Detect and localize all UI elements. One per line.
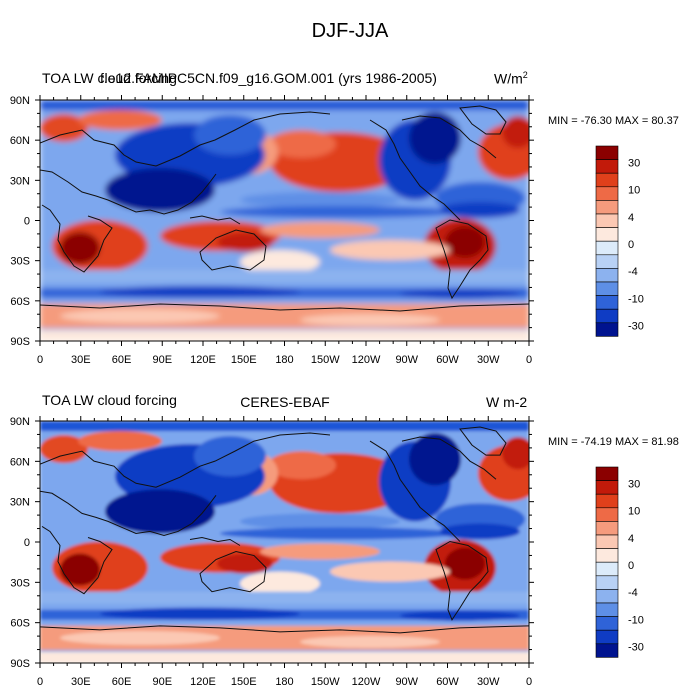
panel-2-colorbar-label: 30 [628, 478, 640, 490]
panel-1-lon-label: 0 [37, 354, 43, 366]
panel-2-lon-label: 150E [231, 676, 257, 688]
colorbar-segment [595, 159, 619, 174]
panel-1-lon-label: 60W [436, 354, 459, 366]
colorbar-segment [595, 281, 619, 296]
panel-1-lon-label: 90W [395, 354, 418, 366]
colorbar-segment [595, 308, 619, 324]
colorbar-segment [595, 145, 619, 160]
colorbar-segment [595, 322, 619, 337]
panel-1-colorbar-label: 30 [628, 157, 640, 169]
colorbar-segment [595, 254, 619, 269]
panel-1-lon-label: 120E [190, 354, 216, 366]
colorbar-segment [595, 268, 619, 283]
panel-1-lon-label: 150E [231, 354, 257, 366]
panel-2-lon-label: 90W [395, 676, 418, 688]
colorbar-segment [595, 548, 619, 563]
panel-1-lat-label: 30N [10, 175, 30, 187]
colorbar-segment [595, 493, 619, 509]
panel-1-lat-label: 90S [10, 336, 30, 348]
panel-2-left-title: TOA LW cloud forcing [42, 392, 177, 408]
panel-1-colorbar-label: 0 [628, 239, 634, 251]
panel-2-lon-label: 180 [275, 676, 293, 688]
panel-1-colorbar-label: -30 [628, 321, 644, 333]
panel-2-lon-label: 0 [37, 676, 43, 688]
colorbar-segment [595, 521, 619, 536]
panel-2-lon-label: 60W [436, 676, 459, 688]
panel-2-lat-label: 90N [10, 416, 30, 428]
colorbar-segment [595, 466, 619, 481]
colorbar-segment [595, 295, 619, 310]
panel-2-min-max: MIN = -74.19 MAX = 81.98 [548, 436, 679, 448]
colorbar-segment [595, 602, 619, 617]
colorbar-segment [595, 507, 619, 522]
panel-1-left-title: TOA LW cloud forcing [42, 70, 177, 86]
panel-2-center-title: CERES-EBAF [240, 394, 330, 410]
panel-2-lat-label: 90S [10, 658, 30, 670]
panel-2-units: W m-2 [486, 394, 528, 410]
panel-1-colorbar: 30 10 4 0 -4 -10 -30 [595, 145, 644, 337]
panel-1-colorbar-label: 10 [628, 185, 640, 197]
panel-2-lon-label: 150W [311, 676, 340, 688]
panel-1-colorbar-label: -4 [628, 266, 638, 278]
colorbar-segment [595, 480, 619, 495]
panel-1-lat-label: 60S [10, 296, 30, 308]
panel-1-lon-label: 30E [71, 354, 91, 366]
colorbar-segment [595, 172, 619, 188]
panel-2-lon-label: 120W [352, 676, 381, 688]
colorbar-segment [595, 561, 619, 577]
panel-1-colorbar-label: -10 [628, 293, 644, 305]
colorbar-segment [595, 629, 619, 645]
figure-title: DJF-JJA [311, 20, 389, 42]
panel-2-lon-label: 90E [152, 676, 172, 688]
panel-2-lon-label: 60E [112, 676, 132, 688]
panel-2-colorbar-label: -4 [628, 587, 638, 599]
colorbar-segment [595, 534, 619, 549]
panel-1-lon-label: 60E [112, 354, 132, 366]
colorbar-segment [595, 240, 619, 256]
panel-2-lon-label: 120E [190, 676, 216, 688]
panel-2-lat-label: 30S [10, 577, 30, 589]
panel-1-lat-label: 60N [10, 135, 30, 147]
panel-2-colorbar-label: -10 [628, 614, 644, 626]
panel-1-lon-label: 30W [477, 354, 500, 366]
colorbar-segment [595, 227, 619, 242]
panel-1-lat-label: 0 [24, 216, 30, 228]
panel-1-center-title: f.e12.FAMIPC5CN.f09_g16.GOM.001 (yrs 198… [100, 70, 437, 86]
panel-2-lat-label: 60S [10, 618, 30, 630]
panel-2-lon-label: 30W [477, 676, 500, 688]
panel-1-lon-label: 0 [526, 354, 532, 366]
panel-2-colorbar-label: 0 [628, 560, 634, 572]
panel-1-units-exponent: 2 [522, 70, 528, 80]
panel-2-map [39, 420, 530, 664]
colorbar-segment [595, 186, 619, 201]
panel-1-lon-label: 150W [311, 354, 340, 366]
panel-2-lat-label: 30N [10, 497, 30, 509]
colorbar-segment [595, 589, 619, 604]
panel-1-lon-label: 90E [152, 354, 172, 366]
panel-2-lon-label: 30E [71, 676, 91, 688]
panel-2-colorbar-label: 4 [628, 533, 634, 545]
panel-1-lon-label: 120W [352, 354, 381, 366]
panel-1-map [39, 99, 530, 342]
panel-2-lat-label: 0 [24, 537, 30, 549]
panel-1-units: W/m2 [494, 70, 528, 87]
panel-2-lat-label: 60N [10, 456, 30, 468]
panel-1-lon-label: 180 [275, 354, 293, 366]
colorbar-segment [595, 575, 619, 590]
panel-1-lat-label: 30S [10, 256, 30, 268]
colorbar-segment [595, 616, 619, 631]
panel-1-units-text: W/m [494, 70, 523, 87]
panel-2-colorbar: 30 10 4 0 -4 -10 -30 [595, 466, 644, 658]
panel-2-lon-label: 0 [526, 676, 532, 688]
panel-1-lat-label: 90N [10, 95, 30, 107]
colorbar-segment [595, 213, 619, 228]
panel-2-colorbar-label: -30 [628, 642, 644, 654]
panel-2-colorbar-label: 10 [628, 506, 640, 518]
panel-1-colorbar-label: 4 [628, 212, 634, 224]
panel-1-min-max: MIN = -76.30 MAX = 80.37 [548, 115, 679, 127]
colorbar-segment [595, 643, 619, 658]
colorbar-segment [595, 200, 619, 215]
